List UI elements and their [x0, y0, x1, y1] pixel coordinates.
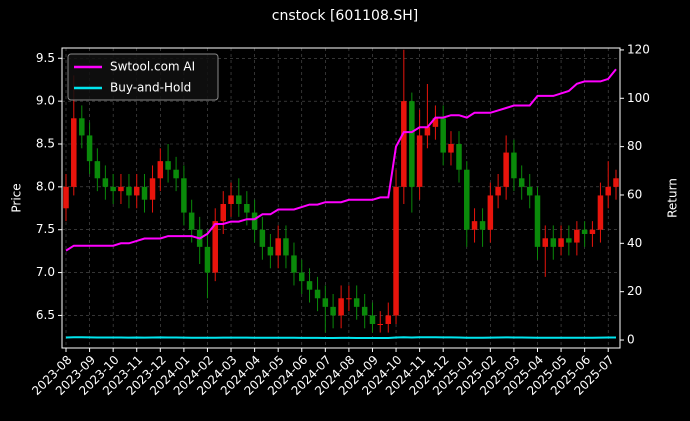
legend-label: Swtool.com AI [110, 60, 195, 74]
candle-body [487, 195, 494, 230]
candle-body [424, 126, 431, 136]
y-tick-label: 9.0 [36, 94, 55, 108]
candle-body [393, 186, 399, 316]
candle-body [228, 195, 234, 204]
candle-body [204, 246, 211, 273]
candle-body [613, 178, 619, 187]
return-line [65, 336, 616, 339]
chart-title: cnstock [601108.SH] [272, 8, 418, 24]
candle-body [141, 186, 148, 200]
candle-body [581, 229, 588, 234]
candle-body [283, 238, 289, 256]
candle-body [464, 169, 470, 230]
candle-body [338, 298, 344, 316]
candle-body [589, 229, 596, 234]
candle-body [566, 238, 572, 243]
y-tick-label: 7.5 [36, 222, 55, 236]
candle-body [275, 238, 281, 256]
candle-body [330, 306, 336, 316]
candle-body [94, 161, 101, 179]
candle-body [558, 238, 564, 247]
legend-label: Buy-and-Hold [110, 81, 191, 95]
candle-body [86, 135, 93, 162]
candle-body [574, 229, 580, 243]
candle-body [353, 298, 360, 307]
candle-body [448, 144, 454, 153]
y2-tick-label: 0 [627, 333, 635, 347]
y2-tick-label: 60 [627, 187, 642, 201]
candle-body [314, 289, 321, 299]
candle-body [236, 195, 242, 204]
candle-body [133, 186, 140, 196]
y-axis-label: Price [10, 183, 24, 212]
candle-body [346, 298, 352, 300]
candle-body [118, 186, 124, 192]
candle-body [440, 118, 446, 153]
candle-body [409, 101, 415, 187]
candle-body [518, 178, 525, 187]
y2-tick-label: 120 [627, 42, 650, 56]
candle-body [322, 298, 329, 307]
candle-body [110, 186, 116, 192]
candle-body [126, 186, 132, 196]
candle-body [259, 229, 266, 247]
candle-body [605, 186, 611, 196]
candle-body [385, 315, 392, 324]
y-tick-label: 7.0 [36, 265, 55, 279]
y2-tick-label: 100 [627, 91, 650, 105]
candle-body [188, 212, 195, 230]
candle-body [79, 118, 85, 136]
candle-body [63, 186, 69, 209]
candle-body [416, 135, 423, 187]
candle-body [361, 306, 368, 316]
candle-body [511, 152, 517, 179]
y2-tick-label: 20 [627, 284, 642, 298]
candle-body [550, 238, 557, 247]
return-line [65, 68, 617, 252]
candle-body [542, 238, 549, 247]
candle-body [298, 272, 305, 282]
y2-tick-label: 40 [627, 236, 642, 250]
candle-body [71, 118, 77, 187]
candle-body [479, 221, 486, 230]
candle-body [456, 144, 462, 170]
candle-body [220, 204, 226, 222]
candle-body [244, 204, 250, 213]
y-tick-label: 8.5 [36, 137, 55, 151]
candle-body [377, 324, 384, 325]
plot-frame [61, 47, 621, 349]
candle-body [149, 178, 156, 200]
y2-axis-label: Return [666, 178, 680, 218]
candle-body [102, 178, 109, 187]
y-tick-label: 6.5 [36, 308, 55, 322]
candle-body [495, 186, 501, 196]
candle-body [401, 101, 407, 187]
candle-body [369, 315, 376, 324]
candle-body [181, 178, 187, 213]
candle-body [503, 152, 509, 187]
candle-body [432, 118, 439, 127]
candle-body [597, 195, 604, 230]
candle-body [267, 246, 274, 256]
candle-body [291, 255, 297, 273]
candle-body [306, 281, 313, 290]
y2-tick-label: 80 [627, 139, 642, 153]
candle-body [471, 221, 478, 230]
y-tick-label: 8.0 [36, 179, 55, 193]
candle-body [173, 169, 179, 179]
candle-body [534, 195, 541, 247]
candle-body [165, 161, 171, 170]
candle-body [157, 161, 164, 179]
y-tick-label: 9.5 [36, 51, 55, 65]
candle-body [526, 186, 533, 196]
legend-box [67, 53, 219, 101]
candle-body [251, 212, 258, 230]
candle-body [212, 221, 218, 273]
